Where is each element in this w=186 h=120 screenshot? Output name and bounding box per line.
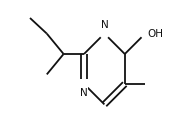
Text: N: N — [100, 20, 108, 30]
Text: OH: OH — [148, 29, 164, 39]
Text: N: N — [80, 88, 88, 98]
